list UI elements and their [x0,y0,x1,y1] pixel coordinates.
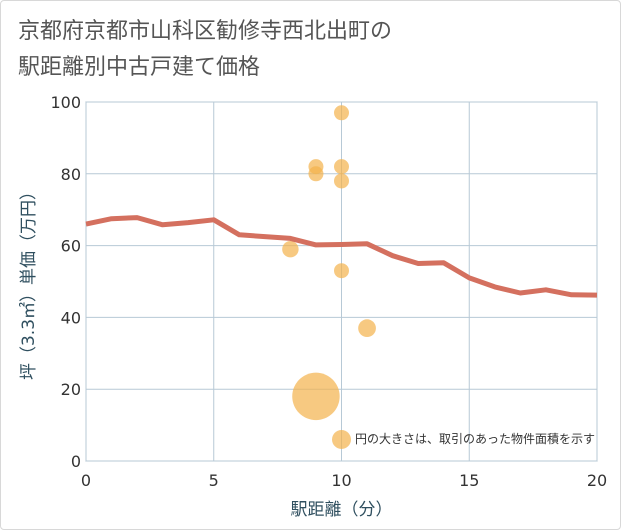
data-bubble [334,263,349,279]
y-tick-label: 60 [61,237,81,256]
data-bubble [282,240,299,258]
y-tick-label: 40 [61,308,81,327]
y-tick-label: 20 [61,380,81,399]
x-axis-label: 駅距離（分） [291,500,393,520]
data-bubble [334,159,349,175]
chart-title: 京都府京都市山科区勧修寺西北出町の 駅距離別中古戸建て価格 [18,14,392,86]
y-tick-label: 80 [61,165,81,184]
data-bubble [334,105,349,121]
x-tick-label: 0 [81,471,91,490]
x-tick-label: 15 [459,471,479,490]
data-bubble [292,372,340,421]
data-bubble [308,166,324,182]
data-bubble [334,173,349,189]
average-price-line [85,215,598,298]
chart-title-line2: 駅距離別中古戸建て価格 [18,55,261,80]
line-layer [85,215,598,298]
x-tick-label: 20 [587,471,607,490]
data-bubble [332,429,351,449]
bubble-layer [282,105,376,449]
y-tick-label: 100 [50,93,81,112]
x-tick-label: 10 [331,471,351,490]
tick-layer: 0 5 10 15 20 0 20 40 60 80 100 [50,93,607,490]
grid-layer [85,101,598,462]
chart-title-line1: 京都府京都市山科区勧修寺西北出町の [18,19,393,44]
y-tick-label: 0 [71,452,81,471]
x-tick-label: 5 [209,471,219,490]
bubble-size-note: 円の大きさは、取引のあった物件面積を示す [355,431,595,446]
y-axis-label: 坪（3.3㎡）単価（万円） [19,183,39,380]
data-bubble [358,319,376,338]
